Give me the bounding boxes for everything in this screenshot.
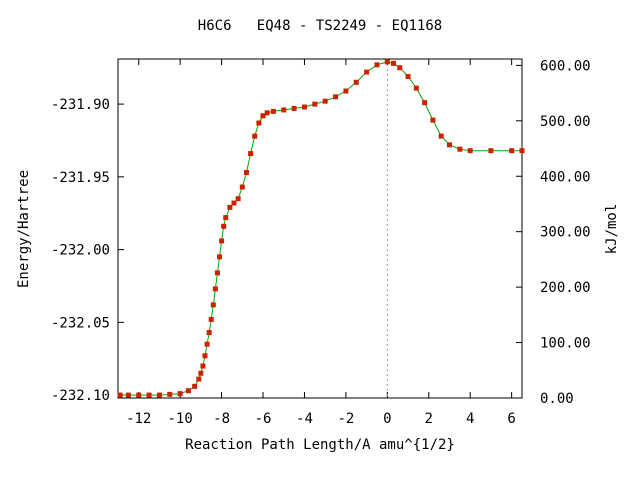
data-point xyxy=(208,316,214,322)
y2-tick-label: 200.00 xyxy=(540,280,591,296)
data-point xyxy=(343,88,349,94)
y2-tick-label: 100.00 xyxy=(540,336,591,352)
data-point xyxy=(405,73,411,79)
data-point xyxy=(202,353,208,359)
data-point xyxy=(156,392,162,398)
data-point xyxy=(270,108,276,114)
y2-tick-label: 600.00 xyxy=(540,58,591,74)
data-point xyxy=(364,69,370,75)
data-point xyxy=(198,370,204,376)
data-point xyxy=(353,79,359,85)
data-point xyxy=(200,363,206,369)
data-point xyxy=(509,148,515,154)
x-tick-label: -2 xyxy=(337,411,354,427)
data-point xyxy=(223,215,229,221)
y-tick-label: -231.90 xyxy=(51,97,110,113)
y-tick-label: -231.95 xyxy=(51,170,110,186)
x-tick-label: 0 xyxy=(383,411,391,427)
data-point xyxy=(422,100,428,106)
data-point xyxy=(196,376,202,382)
data-point xyxy=(167,391,173,397)
data-point xyxy=(210,302,216,308)
data-point xyxy=(457,146,463,152)
x-tick-label: 2 xyxy=(425,411,433,427)
data-point xyxy=(248,151,254,157)
x-tick-label: -10 xyxy=(168,411,193,427)
data-point xyxy=(413,85,419,91)
plot-frame xyxy=(117,58,523,399)
x-tick-label: 6 xyxy=(507,411,515,427)
data-point xyxy=(219,238,225,244)
data-point xyxy=(227,204,233,210)
data-point xyxy=(333,94,339,100)
data-point xyxy=(231,200,237,206)
x-tick-label: -6 xyxy=(255,411,272,427)
data-point xyxy=(136,392,142,398)
data-point xyxy=(212,286,218,292)
data-point xyxy=(252,133,258,139)
data-point xyxy=(301,104,307,110)
data-point xyxy=(177,391,183,397)
data-point xyxy=(221,223,227,229)
data-point xyxy=(430,117,436,123)
data-point xyxy=(291,105,297,111)
data-point xyxy=(117,392,123,398)
data-point xyxy=(185,388,191,394)
data-point xyxy=(260,113,266,119)
data-point xyxy=(243,169,249,175)
data-point xyxy=(384,59,390,65)
y2-axis-label: kJ/mol xyxy=(604,203,620,255)
y2-tick-label: 300.00 xyxy=(540,225,591,241)
y-axis-label: Energy/Hartree xyxy=(16,169,32,289)
chart-title: H6C6 EQ48 - TS2249 - EQ1168 xyxy=(197,18,443,34)
data-point xyxy=(391,60,397,66)
data-point xyxy=(446,142,452,148)
data-point xyxy=(146,392,152,398)
data-point xyxy=(322,98,328,104)
x-tick-label: 4 xyxy=(466,411,474,427)
data-point xyxy=(519,148,525,154)
x-tick-label: -12 xyxy=(126,411,151,427)
data-point xyxy=(264,110,270,116)
data-point xyxy=(204,341,210,347)
data-point xyxy=(235,196,241,202)
y-tick-label: -232.00 xyxy=(51,243,110,259)
series-line xyxy=(120,61,522,396)
data-point xyxy=(256,120,262,126)
y-tick-label: -232.05 xyxy=(51,315,110,331)
x-tick-label: -4 xyxy=(296,411,313,427)
data-point xyxy=(438,133,444,139)
y-tick-label: -232.10 xyxy=(51,388,110,404)
data-point xyxy=(397,65,403,71)
data-point xyxy=(217,254,223,260)
data-point xyxy=(214,270,220,276)
data-point xyxy=(206,330,212,336)
data-point xyxy=(192,383,198,389)
data-point xyxy=(312,101,318,107)
y2-tick-label: 0.00 xyxy=(540,391,574,407)
x-tick-label: -8 xyxy=(213,411,230,427)
data-point xyxy=(374,62,380,68)
data-point xyxy=(281,107,287,113)
data-point xyxy=(239,184,245,190)
y2-tick-label: 500.00 xyxy=(540,114,591,130)
y2-tick-label: 400.00 xyxy=(540,169,591,185)
x-axis-label: Reaction Path Length/A amu^{1/2} xyxy=(185,437,455,453)
data-point xyxy=(467,148,473,154)
data-point xyxy=(488,148,494,154)
data-point xyxy=(125,392,131,398)
